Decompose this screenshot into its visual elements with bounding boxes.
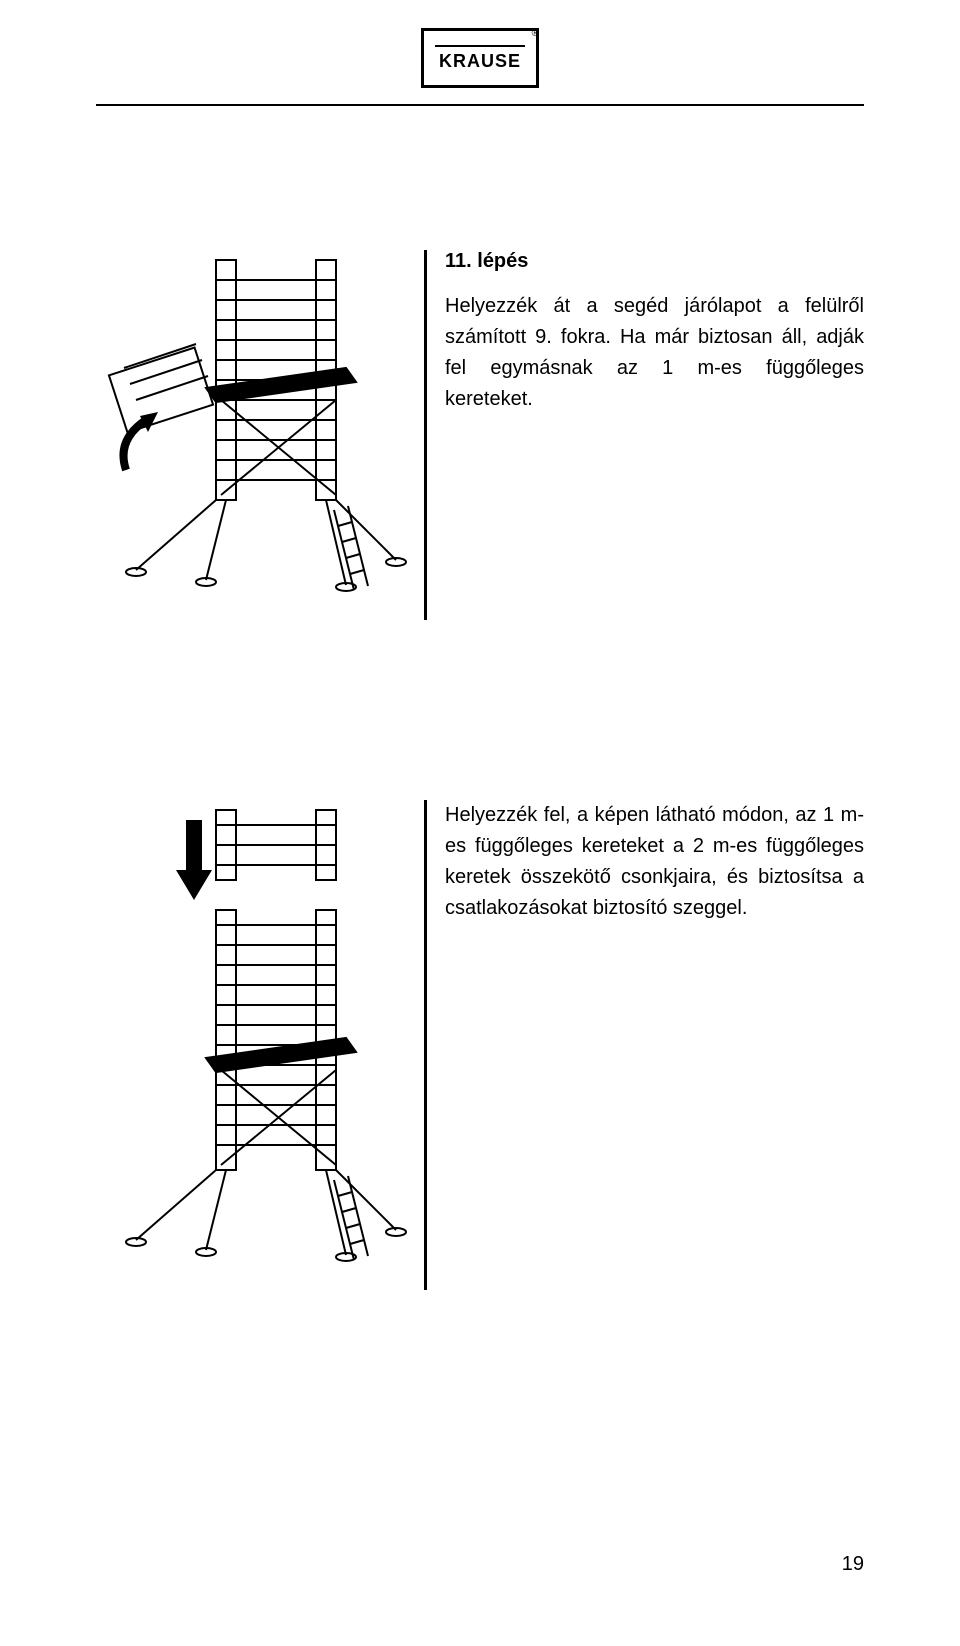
scaffold-illustration-2 xyxy=(96,800,416,1290)
scaffold-illustration-1 xyxy=(96,250,416,620)
step-11-block: 11. lépés Helyezzék át a segéd járólapot… xyxy=(96,250,864,620)
page-number: 19 xyxy=(842,1553,864,1576)
step-11b-block: Helyezzék fel, a képen látható módon, az… xyxy=(96,800,864,1290)
step-11-figure xyxy=(96,250,416,620)
step-11b-figure xyxy=(96,800,416,1290)
page-header: KRAUSE ® xyxy=(0,28,960,88)
step-11-body: Helyezzék át a segéd járólapot a felülrő… xyxy=(445,291,864,415)
header-divider xyxy=(96,104,864,106)
step-11b-text: Helyezzék fel, a képen látható módon, az… xyxy=(427,800,864,1290)
brand-name: KRAUSE xyxy=(439,51,521,72)
brand-logo: KRAUSE ® xyxy=(421,28,539,88)
step-11b-body: Helyezzék fel, a képen látható módon, az… xyxy=(445,800,864,924)
registered-mark: ® xyxy=(532,28,539,39)
logo-rule xyxy=(435,45,525,47)
step-11-title: 11. lépés xyxy=(445,250,864,273)
step-11-text: 11. lépés Helyezzék át a segéd járólapot… xyxy=(427,250,864,620)
